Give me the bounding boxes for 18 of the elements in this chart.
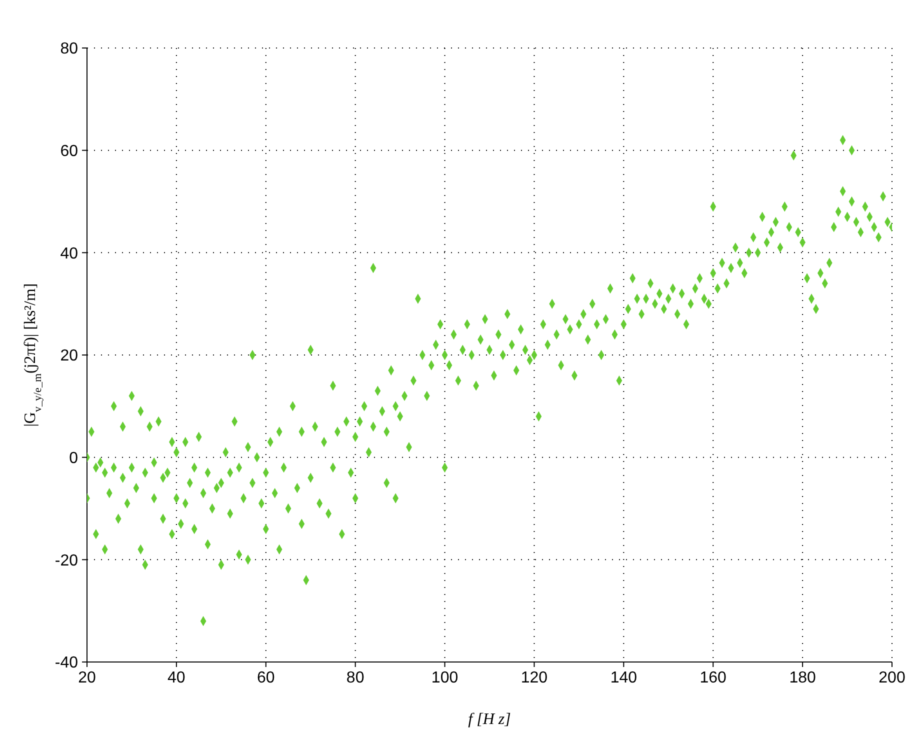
x-tick-label: 60 (256, 669, 275, 686)
x-tick-label: 200 (878, 669, 906, 686)
y-tick-label: 20 (60, 348, 78, 365)
y-tick-label: -40 (54, 654, 78, 672)
x-tick-label: 20 (78, 669, 96, 686)
x-tick-label: 80 (346, 669, 364, 686)
x-tick-label: 160 (700, 669, 727, 686)
y-tick-label: 0 (69, 450, 78, 468)
x-tick-label: 40 (168, 669, 186, 686)
y-tick-label: 60 (60, 143, 78, 160)
x-tick-label: 180 (789, 669, 816, 686)
x-tick-label: 100 (431, 669, 458, 686)
y-tick-label: 80 (60, 40, 78, 58)
y-tick-label: 40 (60, 245, 78, 262)
x-tick-label: 120 (520, 669, 548, 686)
x-tick-label: 140 (610, 669, 638, 686)
y-tick-label: -20 (54, 552, 78, 570)
x-axis-title: f [H z] (468, 711, 511, 728)
